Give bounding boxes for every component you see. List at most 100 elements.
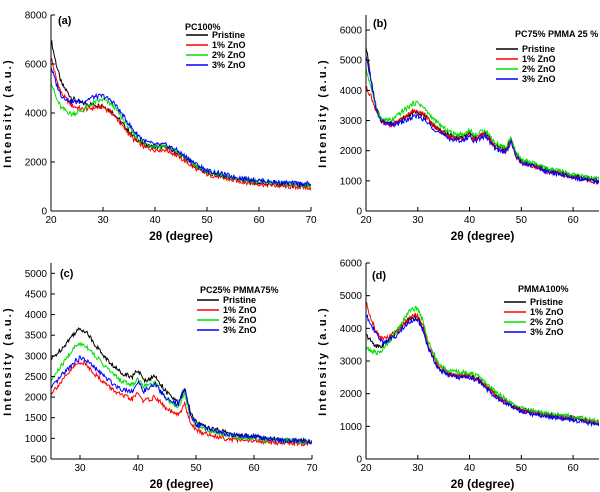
x-axis-label: 2θ (degree): [149, 229, 213, 243]
legend-item: 3% ZnO: [223, 325, 257, 335]
legend-title: PC75% PMMA 25 %: [515, 29, 598, 39]
y-tick-label: 5000: [25, 269, 48, 280]
panel-label: (c): [60, 268, 74, 280]
y-tick-label: 4500: [25, 289, 48, 300]
y-tick-label: 3000: [25, 351, 48, 362]
series-line-pristine: [51, 326, 312, 446]
y-axis-label: Intensity (a.u.): [2, 58, 14, 168]
y-axis-label: Intensity (a.u.): [317, 306, 329, 416]
y-tick-label: 6000: [340, 259, 363, 270]
series-line-3-zno: [51, 355, 312, 445]
x-tick-label: 70: [305, 215, 317, 226]
panel-label: (d): [372, 270, 386, 282]
x-tick-label: 50: [201, 215, 213, 226]
x-tick-label: 70: [306, 463, 318, 474]
x-tick-label: 20: [360, 215, 372, 226]
x-axis-label: 2θ (degree): [451, 477, 515, 491]
y-tick-label: 2500: [25, 372, 48, 383]
y-tick-label: 1000: [340, 422, 363, 433]
y-tick-label: 8000: [25, 11, 48, 22]
legend-title: PMMA100%: [518, 284, 569, 294]
x-axis-label: 2θ (degree): [451, 229, 515, 243]
legend-item: Pristine: [223, 295, 256, 305]
legend-item: Pristine: [212, 30, 245, 40]
series-line-1-zno: [366, 86, 599, 186]
y-tick-label: 3000: [340, 357, 363, 368]
panel-a: 20 30 40 50 60 70 0 2000 4000 6000 8000 2θ (degree)…: [2, 11, 317, 244]
y-tick-label: 2000: [25, 393, 48, 404]
y-tick-label: 3500: [25, 331, 48, 342]
y-tick-label: 0: [41, 207, 47, 218]
x-tick-label: 60: [568, 215, 580, 226]
x-axis-label: 2θ (degree): [150, 477, 214, 491]
series-line-2-zno: [366, 67, 599, 182]
y-tick-label: 5000: [340, 56, 363, 67]
legend-item: 2% ZnO: [212, 50, 246, 60]
y-tick-label: 2000: [340, 389, 363, 400]
x-tick-label: 30: [412, 215, 424, 226]
legend-item: 3% ZnO: [522, 74, 556, 84]
y-tick-label: 0: [356, 455, 362, 466]
y-tick-label: 6000: [340, 26, 363, 37]
y-tick-label: 2000: [25, 158, 48, 169]
x-tick-label: 30: [412, 463, 424, 474]
x-tick-label: 30: [74, 463, 86, 474]
series-line-1-zno: [366, 301, 599, 426]
legend-title: PC100%: [185, 22, 221, 32]
series-line-3-zno: [366, 314, 599, 428]
series-line-pristine: [366, 313, 599, 427]
x-tick-label: 50: [190, 463, 202, 474]
y-tick-label: 4000: [340, 324, 363, 335]
y-tick-label: 500: [30, 455, 47, 466]
panel-b: 20 30 40 50 60 0 1000 2000 3000 4000 5000 6000 2θ (d…: [317, 15, 599, 243]
legend-item: 3% ZnO: [212, 60, 246, 70]
legend-item: 2% ZnO: [223, 315, 257, 325]
legend-item: 3% ZnO: [530, 327, 564, 337]
x-tick-label: 20: [360, 463, 372, 474]
x-tick-label: 40: [149, 215, 161, 226]
x-tick-label: 40: [132, 463, 144, 474]
series-line-2-zno: [366, 305, 599, 425]
y-tick-label: 4000: [25, 310, 48, 321]
legend-title: PC25% PMMA75%: [200, 285, 279, 295]
y-tick-label: 4000: [340, 86, 363, 97]
y-tick-label: 1000: [340, 176, 363, 187]
y-tick-label: 6000: [25, 60, 48, 71]
x-tick-label: 50: [516, 215, 528, 226]
series-line-1-zno: [51, 57, 311, 192]
series-line-3-zno: [366, 56, 599, 185]
legend-item: Pristine: [530, 297, 563, 307]
y-tick-label: 4000: [25, 109, 48, 120]
legend-item: Pristine: [522, 44, 555, 54]
y-tick-label: 2000: [340, 146, 363, 157]
y-axis-label: Intensity (a.u.): [317, 58, 329, 168]
legend-item: 2% ZnO: [522, 64, 556, 74]
x-tick-label: 50: [516, 463, 528, 474]
x-tick-label: 40: [464, 215, 476, 226]
y-tick-label: 0: [356, 207, 362, 218]
legend-item: 1% ZnO: [212, 40, 246, 50]
x-tick-label: 30: [97, 215, 109, 226]
series-line-3-zno: [51, 67, 311, 188]
series-line-pristine: [51, 40, 311, 190]
x-tick-label: 40: [464, 463, 476, 474]
panel-c: 30 40 50 60 70 500 1000 1500 2000 2500 3000 3500 400…: [2, 263, 318, 491]
x-tick-label: 60: [568, 463, 580, 474]
x-tick-label: 20: [45, 215, 57, 226]
y-tick-label: 1000: [25, 434, 48, 445]
y-axis-label: Intensity (a.u.): [2, 306, 14, 416]
x-tick-label: 60: [253, 215, 265, 226]
y-tick-label: 3000: [340, 116, 363, 127]
panel-d: 20 30 40 50 60 0 1000 2000 3000 4000 5000 6000 2θ (d…: [317, 259, 599, 491]
panel-label: (b): [373, 18, 387, 30]
series-line-1-zno: [51, 360, 312, 448]
panel-label: (a): [58, 15, 72, 27]
legend-item: 1% ZnO: [522, 54, 556, 64]
legend-item: 2% ZnO: [530, 317, 564, 327]
x-tick-label: 60: [248, 463, 260, 474]
legend-item: 1% ZnO: [223, 305, 257, 315]
series-line-2-zno: [51, 83, 311, 189]
legend-item: 1% ZnO: [530, 307, 564, 317]
y-tick-label: 5000: [340, 291, 363, 302]
